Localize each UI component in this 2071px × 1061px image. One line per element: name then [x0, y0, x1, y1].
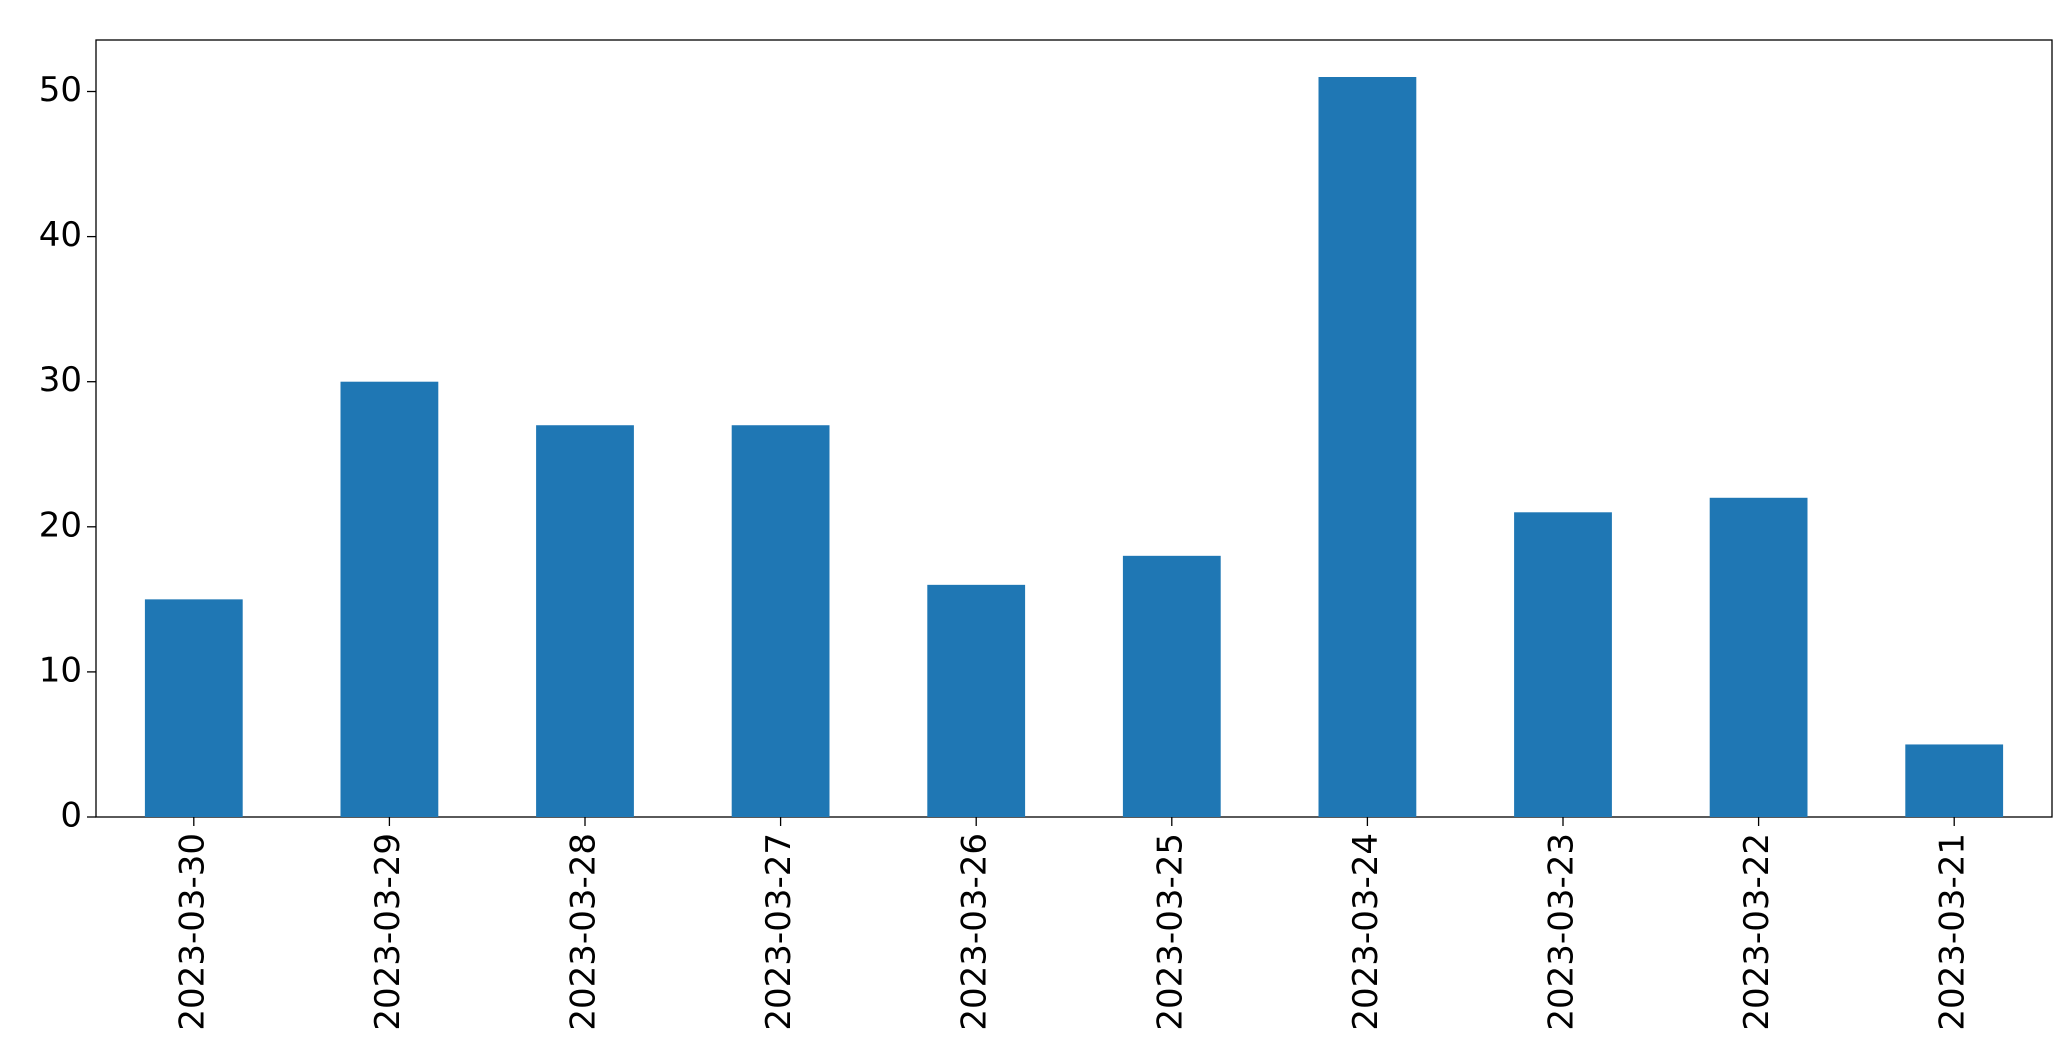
y-tick-label: 0: [60, 796, 82, 836]
plot-frame: [95, 39, 2053, 818]
bar: [1905, 744, 2004, 817]
bar: [1514, 512, 1612, 817]
y-tick-label: 50: [39, 70, 82, 110]
x-tick-label: 2023-03-22: [1737, 833, 1777, 1031]
bar: [144, 599, 243, 817]
bar: [536, 425, 634, 817]
bar: [340, 381, 439, 817]
x-tick-label: 2023-03-28: [564, 833, 604, 1031]
x-tick-label: 2023-03-25: [1150, 833, 1190, 1031]
bar: [927, 584, 1026, 817]
x-tick-label: 2023-03-23: [1542, 833, 1582, 1031]
bar: [731, 425, 830, 817]
y-tick-label: 10: [39, 650, 82, 690]
y-tick-label: 20: [39, 505, 82, 545]
y-tick-label: 30: [39, 360, 82, 400]
x-tick-label: 2023-03-27: [759, 833, 799, 1031]
x-tick-label: 2023-03-26: [955, 833, 995, 1031]
x-tick-label: 2023-03-30: [172, 833, 212, 1031]
bar: [1122, 555, 1221, 817]
x-tick-label: 2023-03-21: [1933, 833, 1973, 1031]
bar: [1318, 77, 1417, 817]
x-tick-label: 2023-03-24: [1346, 833, 1386, 1031]
y-tick-label: 40: [39, 215, 82, 255]
bar: [1709, 497, 1808, 817]
x-tick-label: 2023-03-29: [368, 833, 408, 1031]
